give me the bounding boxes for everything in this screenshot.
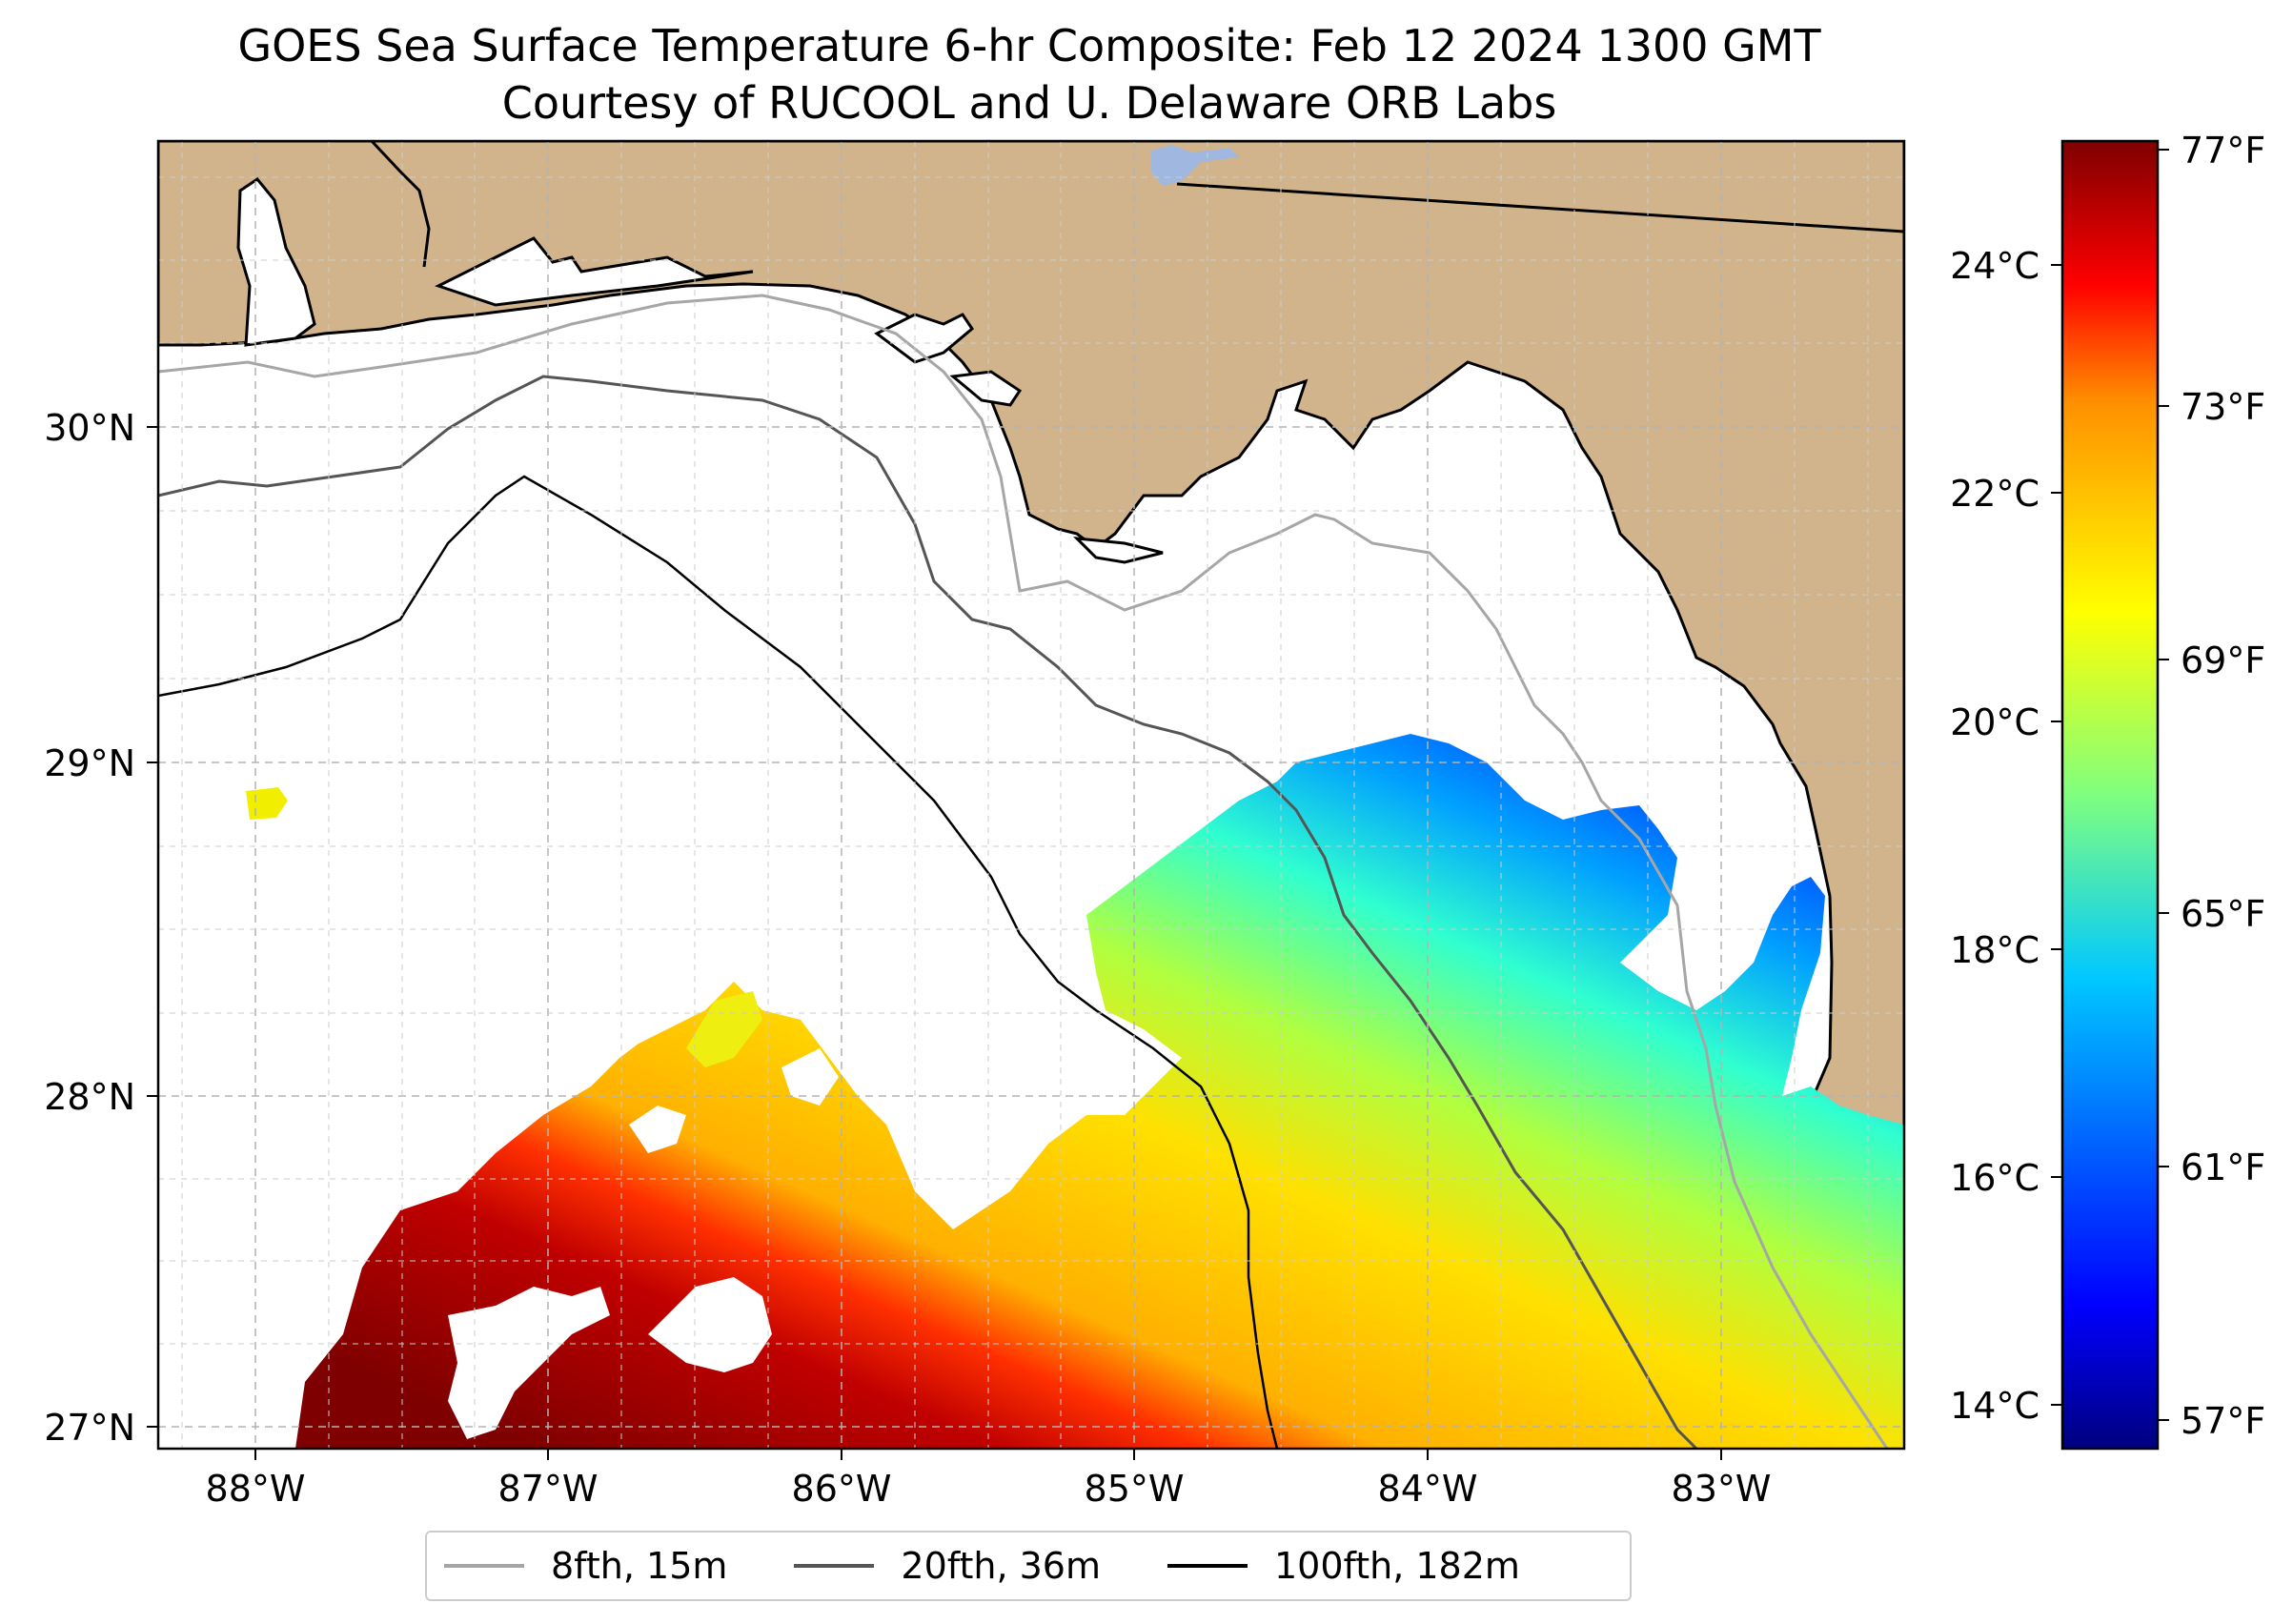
isobath-legend: 8fth, 15m 20fth, 36m 100fth, 182m xyxy=(425,1531,1632,1601)
colorbar-celsius-label: 20°C xyxy=(1950,701,2039,743)
colorbar-ticks xyxy=(2051,149,2169,1421)
bay-inlet xyxy=(1072,537,1164,564)
isobath-36m xyxy=(158,375,1698,1449)
colorbar-celsius-label: 16°C xyxy=(1950,1157,2039,1199)
figure-subtitle: Courtesy of RUCOOL and U. Delaware ORB L… xyxy=(501,77,1557,129)
cloud-gap xyxy=(781,1048,839,1106)
legend-swatch xyxy=(1167,1564,1248,1568)
colorbar-celsius-label: 24°C xyxy=(1950,245,2039,287)
sst-patch xyxy=(686,991,762,1067)
legend-label: 20fth, 36m xyxy=(901,1545,1101,1587)
lon-label: 84°W xyxy=(1378,1468,1478,1510)
colorbar-celsius-label: 14°C xyxy=(1950,1385,2039,1427)
colorbar-celsius-label: 22°C xyxy=(1950,473,2039,515)
lon-label: 83°W xyxy=(1672,1468,1772,1510)
legend-label: 8fth, 15m xyxy=(551,1545,728,1587)
graticule xyxy=(158,141,1904,1449)
lon-label: 88°W xyxy=(206,1468,306,1510)
legend-swatch xyxy=(794,1564,875,1568)
lake-seminole xyxy=(1151,145,1239,186)
figure-title: GOES Sea Surface Temperature 6-hr Compos… xyxy=(237,20,1821,71)
colorbar-fahrenheit-label: 69°F xyxy=(2181,639,2265,681)
legend-label: 100fth, 182m xyxy=(1273,1545,1520,1587)
legend-item: 20fth, 36m xyxy=(794,1545,1101,1587)
isobath-182m xyxy=(158,475,1279,1449)
sst-field xyxy=(295,734,1904,1449)
bay-inlet xyxy=(874,313,974,364)
lat-label: 29°N xyxy=(44,742,135,784)
bay-inlet xyxy=(435,236,754,307)
colorbar-fahrenheit-label: 73°F xyxy=(2181,386,2265,428)
cloud-gap xyxy=(629,1106,686,1153)
legend-item: 100fth, 182m xyxy=(1167,1545,1520,1587)
colorbar xyxy=(2060,139,2160,1451)
cloud-gap xyxy=(648,1277,772,1372)
legend-item: 8fth, 15m xyxy=(444,1545,727,1587)
state-border xyxy=(1176,182,1904,233)
colorbar-celsius-label: 18°C xyxy=(1950,929,2039,971)
lat-ticks xyxy=(147,426,158,1428)
lon-label: 87°W xyxy=(498,1468,599,1510)
colorbar-fahrenheit-label: 77°F xyxy=(2181,130,2265,172)
colorbar-fahrenheit-label: 61°F xyxy=(2181,1147,2265,1188)
cloud-gap xyxy=(448,1287,610,1439)
sst-patch xyxy=(246,787,288,820)
legend-swatch xyxy=(444,1564,524,1568)
state-border xyxy=(370,141,431,268)
land-mass xyxy=(158,141,1904,1449)
bay-inlet xyxy=(949,370,1023,407)
colorbar-fahrenheit-label: 57°F xyxy=(2181,1400,2265,1442)
lon-label: 86°W xyxy=(792,1468,892,1510)
map-frame xyxy=(156,139,1906,1451)
map-area xyxy=(158,141,1904,1449)
colorbar-fahrenheit-label: 65°F xyxy=(2181,893,2265,935)
lat-label: 28°N xyxy=(44,1076,135,1118)
lon-ticks xyxy=(254,1449,1722,1460)
isobath-15m xyxy=(158,294,1889,1449)
lat-label: 27°N xyxy=(44,1407,135,1449)
minor-graticule xyxy=(158,141,1904,1449)
lon-label: 85°W xyxy=(1085,1468,1185,1510)
lat-label: 30°N xyxy=(44,407,135,449)
